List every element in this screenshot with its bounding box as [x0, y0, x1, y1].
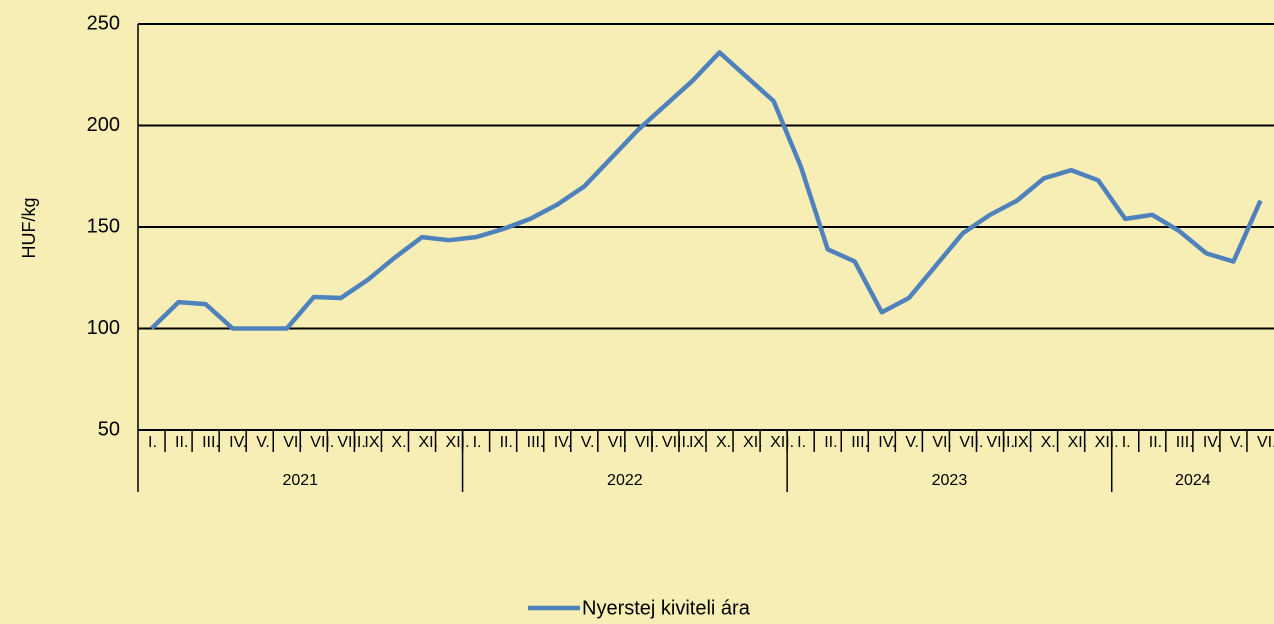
- x-tick-label: V.: [905, 434, 919, 451]
- x-tick-label: VII.: [310, 434, 334, 451]
- x-tick-label: IX.: [689, 434, 709, 451]
- x-tick-label: III.: [527, 434, 545, 451]
- x-tick-label: IV.: [229, 434, 247, 451]
- year-label: 2023: [932, 472, 968, 489]
- x-tick-label: X.: [391, 434, 406, 451]
- y-tick-label: 250: [87, 12, 120, 34]
- y-tick-label: 50: [98, 418, 120, 440]
- x-tick-label: VI.: [283, 434, 303, 451]
- x-tick-label: I.: [797, 434, 806, 451]
- x-tick-label: II.: [1149, 434, 1162, 451]
- x-tick-label: IV.: [878, 434, 896, 451]
- x-tick-label: II.: [824, 434, 837, 451]
- x-tick-label: I.: [1122, 434, 1131, 451]
- y-tick-label: 150: [87, 215, 120, 237]
- x-tick-label: VI.: [608, 434, 628, 451]
- x-tick-label: VIII.: [986, 434, 1014, 451]
- x-tick-label: II.: [175, 434, 188, 451]
- series-line: [149, 50, 1263, 331]
- x-tick-label: III.: [851, 434, 869, 451]
- x-tick-label: III.: [202, 434, 220, 451]
- x-tick-label: IV.: [554, 434, 572, 451]
- x-tick-label: IX.: [364, 434, 384, 451]
- y-tick-label: 200: [87, 114, 120, 136]
- x-tick-label: XI.: [743, 434, 763, 451]
- x-tick-label: V.: [1230, 434, 1244, 451]
- x-tick-label: VII.: [635, 434, 659, 451]
- year-label: 2024: [1175, 472, 1211, 489]
- x-tick-label: II.: [500, 434, 513, 451]
- x-tick-label: V.: [256, 434, 270, 451]
- year-label: 2021: [282, 472, 318, 489]
- x-tick-label: III.: [1176, 434, 1194, 451]
- x-tick-label: XII.: [770, 434, 794, 451]
- x-tick-label: VII.: [959, 434, 983, 451]
- x-tick-label: X.: [716, 434, 731, 451]
- x-tick-label: I.: [473, 434, 482, 451]
- y-axis-title: HUF/kg: [19, 197, 39, 258]
- x-tick-label: VIII.: [337, 434, 365, 451]
- x-tick-label: I.: [148, 434, 157, 451]
- year-label: 2022: [607, 472, 643, 489]
- legend-label: Nyerstej kiviteli ára: [582, 597, 751, 619]
- x-tick-label: XII.: [1095, 434, 1119, 451]
- x-tick-label: XI.: [418, 434, 438, 451]
- x-tick-label: XII.: [446, 434, 470, 451]
- x-tick-label: X.: [1041, 434, 1056, 451]
- y-tick-label: 100: [87, 317, 120, 339]
- x-tick-label: VI.: [1257, 434, 1274, 451]
- x-tick-label: VIII.: [662, 434, 690, 451]
- x-tick-label: XI.: [1068, 434, 1088, 451]
- x-tick-label: VI.: [932, 434, 952, 451]
- x-tick-label: IV.: [1203, 434, 1221, 451]
- x-tick-label: IX.: [1014, 434, 1034, 451]
- x-tick-label: V.: [581, 434, 595, 451]
